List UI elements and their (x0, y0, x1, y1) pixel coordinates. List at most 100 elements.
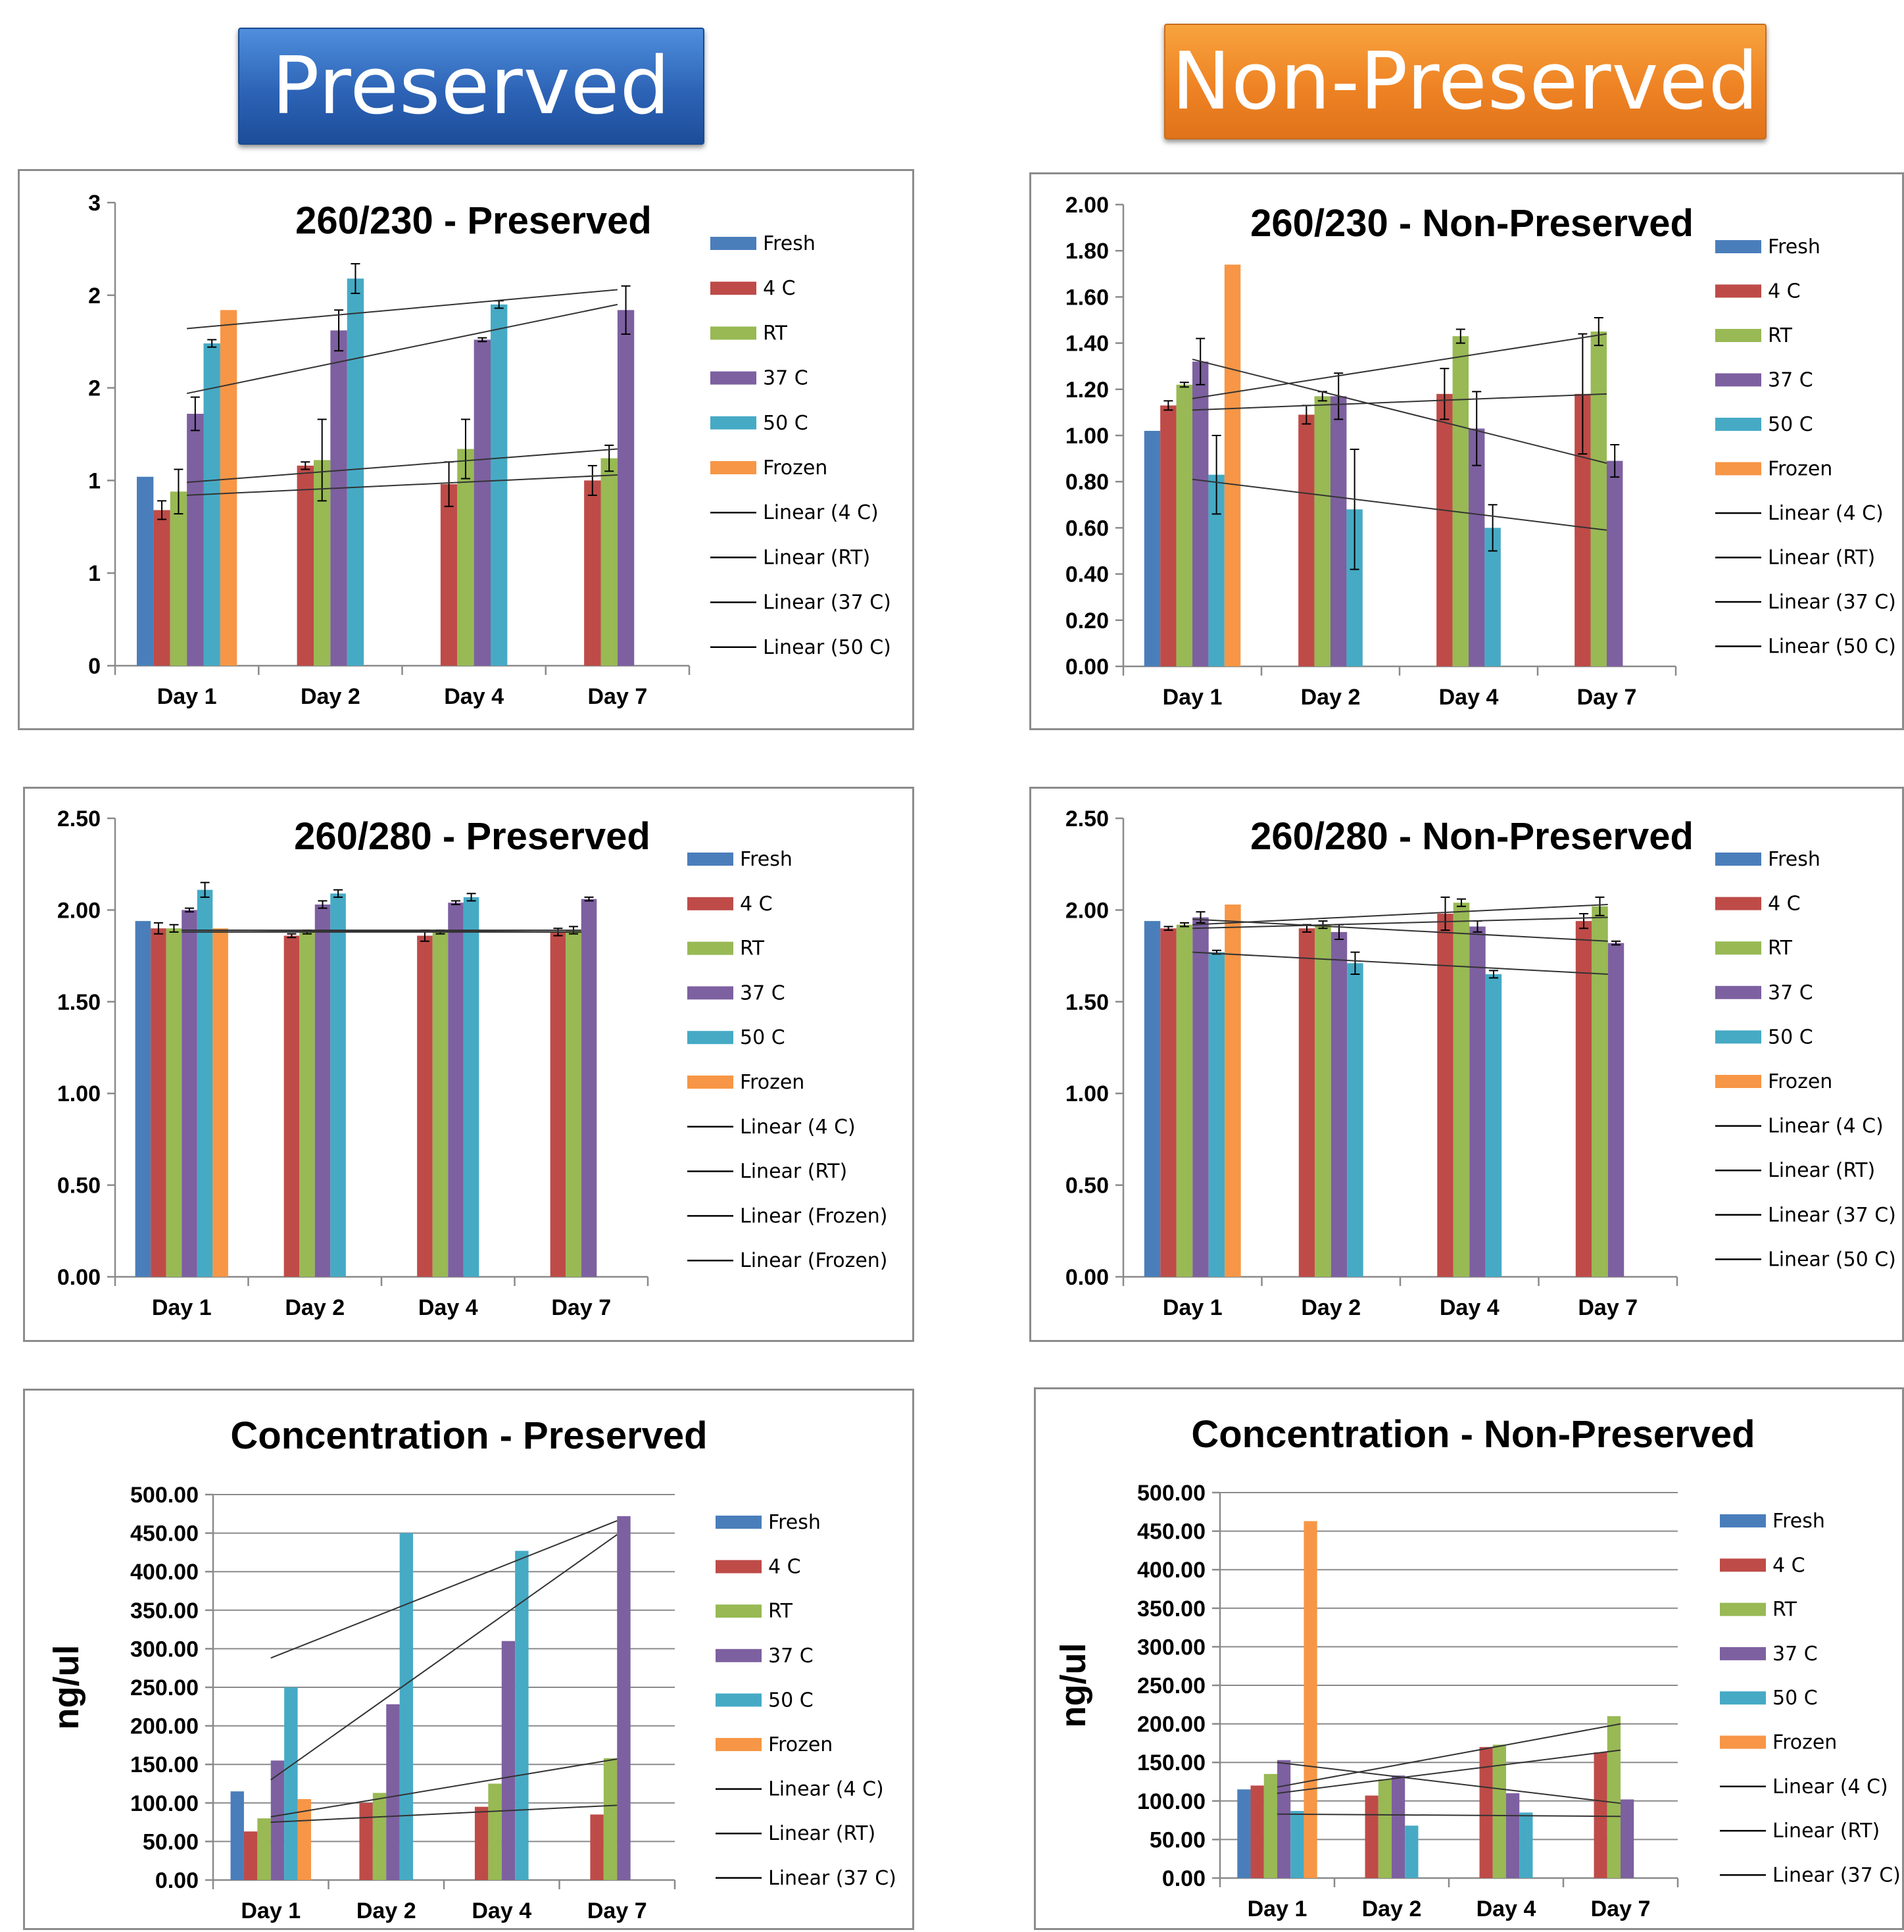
chart-panel-260-280-non-preserved: 260/280 - Non-Preserved 0.00 0.50 1.00 1.50 2… (1029, 787, 1904, 1342)
bar-37-c-day-2 (1330, 396, 1347, 666)
bar-4-c-day-7 (550, 931, 566, 1277)
legend-label: Linear (4 C) (768, 1778, 884, 1801)
legend-label: 50 C (768, 1689, 814, 1712)
legend-item-37-c: 37 C (1720, 1643, 1818, 1666)
x-tick-label-day-1: Day 1 (152, 1295, 212, 1320)
y-tick-label: 100.00 (1137, 1789, 1206, 1814)
y-tick-label: 0.00 (1065, 655, 1109, 680)
bar-50-c-day-4 (463, 897, 479, 1277)
legend-swatch (1715, 284, 1761, 298)
y-tick-label: 2.50 (1065, 806, 1109, 831)
legend-item-37-c: 37 C (1715, 369, 1813, 392)
legend-swatch (687, 986, 733, 1000)
error-bar-37-c-day-4 (451, 900, 461, 906)
legend-label: Linear (37 C) (1772, 1864, 1901, 1887)
chart-title: 260/280 - Non-Preserved (1250, 815, 1694, 858)
y-tick-label: 1.40 (1065, 332, 1109, 357)
legend-item-fresh: Fresh (1715, 235, 1820, 259)
error-bar-rt-day-1 (1179, 382, 1189, 388)
legend-label: Frozen (1772, 1731, 1837, 1754)
legend-item-linear-50-c: Linear (50 C) (710, 636, 891, 659)
bar-rt-day-1 (1176, 384, 1192, 666)
legend-label: Linear (Frozen) (740, 1249, 888, 1272)
bar-4-c-day-4 (417, 935, 433, 1277)
y-tick-label: 100.00 (130, 1791, 199, 1816)
error-bar-37-c-day-7 (1610, 444, 1620, 478)
y-tick-label: 1.60 (1065, 285, 1109, 310)
chart-svg: Concentration - Preserved ng/ul 0.00 50.00 1… (47, 1414, 896, 1923)
error-bar-4-c-day-1 (1163, 400, 1173, 411)
error-bar-50-c-day-2 (333, 889, 343, 898)
error-bar-rt-day-1 (174, 468, 183, 515)
trendline-linear-rt (270, 1758, 618, 1818)
legend-label: Linear (4 C) (1772, 1775, 1888, 1798)
x-tick-label-day-1: Day 1 (1163, 1295, 1223, 1320)
bar-37-c-day-4 (1506, 1793, 1520, 1878)
error-bar-rt-day-2 (317, 418, 327, 502)
error-bar-50-c-day-1 (200, 881, 210, 898)
bar-37-c-day-7 (1607, 943, 1624, 1277)
x-tick-label-day-4: Day 4 (444, 684, 504, 709)
legend-item-fresh: Fresh (1720, 1510, 1825, 1533)
error-bar-37-c-day-7 (621, 285, 631, 335)
bar-37-c-day-2 (386, 1704, 400, 1880)
y-tick-label: 350.00 (130, 1598, 199, 1623)
legend-swatch (1715, 941, 1761, 955)
chart-svg: 260/230 - Non-Preserved 0.00 0.20 0.40 0.60 0… (1065, 193, 1896, 710)
trendline-linear-rt (1192, 333, 1607, 399)
legend-item-37-c: 37 C (710, 367, 808, 390)
error-bar-50-c-day-2 (351, 262, 360, 294)
error-bar-37-c-day-1 (185, 907, 195, 913)
bar-4-c-day-1 (1160, 928, 1177, 1277)
legend-item-linear-37-c: Linear (37 C) (1720, 1864, 1901, 1887)
legend-swatch (1715, 853, 1761, 866)
bar-37-c-day-1 (187, 414, 204, 666)
trendline-linear-4-c (187, 474, 618, 496)
chart-svg: 260/230 - Preserved 0 1 1 2 2 3 Day 1 Day 2 Day 4… (88, 191, 891, 709)
x-tick-label-day-7: Day 7 (588, 684, 648, 709)
bar-rt-day-4 (488, 1783, 502, 1880)
legend-label: Frozen (1768, 1070, 1832, 1093)
legend-item-linear-37-c: Linear (37 C) (1715, 591, 1896, 614)
bar-4-c-day-4 (474, 1806, 489, 1880)
bar-50-c-day-1 (1290, 1811, 1304, 1878)
y-tick-label: 400.00 (1137, 1558, 1206, 1583)
legend-item-frozen: Frozen (1715, 458, 1832, 481)
legend-item-37-c: 37 C (716, 1645, 814, 1668)
legend-label: Frozen (1768, 458, 1832, 481)
legend-swatch (1720, 1514, 1766, 1527)
legend-label: 37 C (1772, 1643, 1818, 1666)
legend-swatch (1720, 1558, 1766, 1572)
x-tick-label-day-2: Day 2 (1301, 1295, 1361, 1320)
trendline-linear-37-c (186, 303, 618, 395)
y-tick-label: 0.00 (57, 1265, 101, 1290)
error-bar-4-c-day-7 (1579, 912, 1589, 929)
trendline-linear-50-c (1192, 951, 1608, 975)
bar-50-c-day-4 (1485, 974, 1502, 1277)
bar-50-c-day-4 (515, 1550, 529, 1880)
legend-item-linear-rt: Linear (RT) (1720, 1820, 1880, 1843)
legend-item-4-c: 4 C (716, 1556, 801, 1579)
bar-37-c-day-2 (1392, 1775, 1405, 1878)
legend-item-50-c: 50 C (687, 1026, 785, 1049)
legend-swatch (687, 1076, 733, 1089)
legend-label: 4 C (768, 1556, 801, 1579)
legend-label: Linear (37 C) (1768, 591, 1896, 614)
bar-rt-day-1 (1176, 924, 1193, 1277)
x-tick-label-day-2: Day 2 (356, 1898, 416, 1923)
legend-label: Linear (RT) (763, 546, 870, 569)
bar-rt-day-7 (600, 458, 618, 666)
legend-label: Linear (RT) (740, 1160, 847, 1183)
error-bar-37-c-day-2 (318, 900, 328, 909)
bar-4-c-day-2 (1365, 1795, 1379, 1878)
bar-37-c-day-1 (1192, 917, 1209, 1277)
bar-fresh-day-1 (1144, 921, 1161, 1277)
legend-swatch (710, 416, 756, 430)
legend-item-frozen: Frozen (1715, 1070, 1832, 1093)
legend-item-4-c: 4 C (710, 277, 796, 300)
chart-panel-concentration-non-preserved: Concentration - Non-Preserved ng/ul 0.00 50… (1034, 1387, 1904, 1930)
bar-4-c-day-4 (1436, 393, 1453, 666)
legend-label: 50 C (763, 412, 808, 435)
bar-rt-day-7 (1607, 1716, 1621, 1878)
bar-4-c-day-2 (297, 465, 314, 666)
